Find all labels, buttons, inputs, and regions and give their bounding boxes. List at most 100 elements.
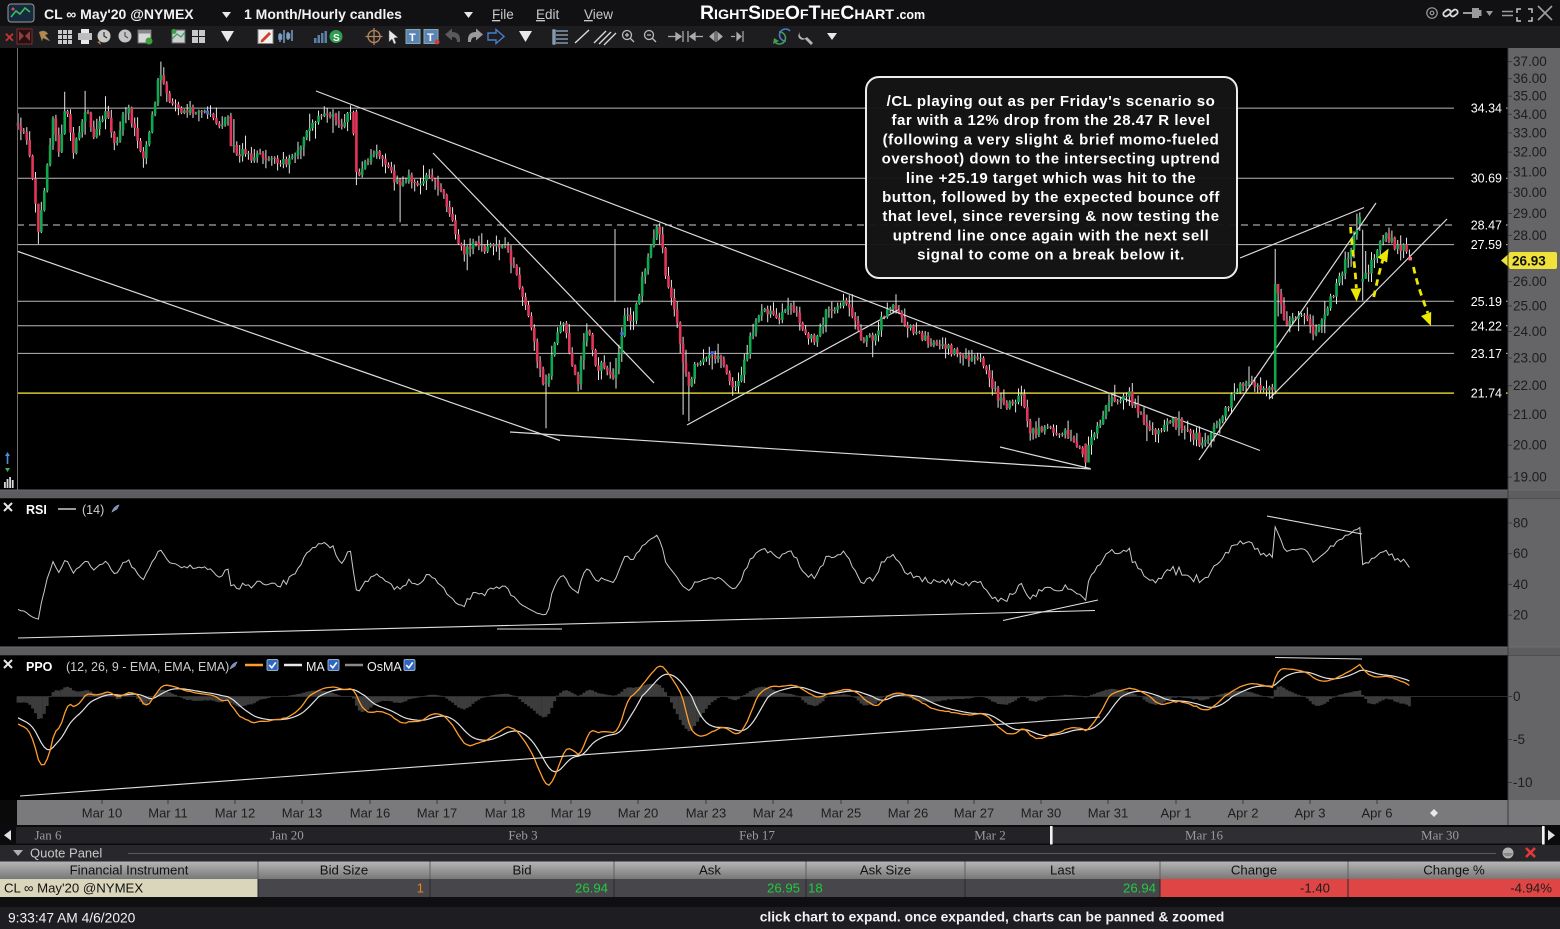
svg-text:Mar 27: Mar 27 [954,806,994,821]
svg-text:Mar 2: Mar 2 [974,828,1005,843]
svg-text:Last: Last [1050,863,1075,878]
svg-text:click chart to expand. once ex: click chart to expand. once expanded, ch… [760,910,1225,925]
svg-text:Apr 3: Apr 3 [1294,806,1325,821]
svg-text:30.69: 30.69 [1471,172,1502,186]
svg-text:uptrend line once again with t: uptrend line once again with the next se… [893,227,1209,244]
svg-text:Bid Size: Bid Size [320,863,368,878]
svg-text:Mar 12: Mar 12 [215,806,255,821]
svg-text:Edit: Edit [536,7,560,22]
svg-text:CL ∞ May'20 @NYMEX: CL ∞ May'20 @NYMEX [4,881,143,896]
svg-text:24.22: 24.22 [1471,319,1502,333]
svg-text:28.00: 28.00 [1513,228,1547,243]
svg-text:21.00: 21.00 [1513,407,1547,422]
svg-text:/CL playing out as per Friday': /CL playing out as per Friday's scenario… [887,93,1216,110]
svg-text:(12, 26, 9 - EMA, EMA, EMA): (12, 26, 9 - EMA, EMA, EMA) [66,660,229,674]
svg-text:T: T [409,32,416,44]
svg-text:80: 80 [1513,516,1528,531]
svg-text:(14): (14) [82,503,104,517]
svg-text:31.00: 31.00 [1513,164,1547,179]
svg-text:RSI: RSI [26,503,47,517]
svg-text:Mar 25: Mar 25 [821,806,861,821]
svg-text:Ask Size: Ask Size [860,863,911,878]
svg-text:Mar 18: Mar 18 [485,806,525,821]
svg-text:26.94: 26.94 [575,881,608,896]
svg-text:Apr 6: Apr 6 [1361,806,1392,821]
svg-text:1 Month/Hourly candles: 1 Month/Hourly candles [244,6,402,22]
svg-text:22.00: 22.00 [1513,378,1547,393]
svg-text:Change %: Change % [1423,863,1485,878]
svg-text:Financial Instrument: Financial Instrument [70,863,189,878]
svg-text:37.00: 37.00 [1513,54,1547,69]
svg-text:26.00: 26.00 [1513,274,1547,289]
svg-text:18: 18 [808,881,823,896]
svg-text:Mar 16: Mar 16 [350,806,390,821]
svg-text:30.00: 30.00 [1513,185,1547,200]
svg-text:PPO: PPO [26,660,53,674]
svg-text:Feb 17: Feb 17 [739,828,775,843]
svg-text:Mar 31: Mar 31 [1088,806,1128,821]
svg-text:File: File [492,7,514,22]
svg-text:24.00: 24.00 [1513,324,1547,339]
svg-text:25.19: 25.19 [1471,295,1502,309]
svg-text:✕: ✕ [4,30,15,45]
svg-text:.com: .com [896,8,925,22]
svg-text:33.00: 33.00 [1513,125,1547,140]
svg-text:-1.40: -1.40 [1300,881,1330,896]
svg-text:1: 1 [417,881,424,896]
svg-text:Mar 11: Mar 11 [148,806,188,821]
svg-text:OsMA: OsMA [367,660,402,674]
svg-text:23.00: 23.00 [1513,351,1547,366]
svg-text:29.00: 29.00 [1513,206,1547,221]
svg-text:21.74: 21.74 [1471,387,1502,401]
svg-text:far with a 12% drop from the 2: far with a 12% drop from the 28.47 R lev… [891,112,1210,129]
svg-text:Mar 13: Mar 13 [282,806,322,821]
svg-text:Ask: Ask [699,863,721,878]
svg-text:Mar 24: Mar 24 [753,806,793,821]
svg-text:26.95: 26.95 [767,881,800,896]
svg-text:27.59: 27.59 [1471,238,1502,252]
svg-text:T: T [427,32,434,44]
svg-text:CL ∞ May'20 @NYMEX: CL ∞ May'20 @NYMEX [44,6,194,22]
svg-text:that level, since reversing &: that level, since reversing & now testin… [882,208,1219,225]
svg-text:-10: -10 [1513,775,1533,790]
svg-text:35.00: 35.00 [1513,89,1547,104]
svg-text:20: 20 [1513,608,1528,623]
svg-text:Bid: Bid [512,863,531,878]
svg-text:28.47: 28.47 [1471,219,1502,233]
svg-text:Feb 3: Feb 3 [508,828,537,843]
svg-text:S: S [333,33,340,44]
svg-text:20.00: 20.00 [1513,438,1547,453]
svg-text:36.00: 36.00 [1513,71,1547,86]
svg-text:34.00: 34.00 [1513,107,1547,122]
svg-text:Mar 10: Mar 10 [82,806,122,821]
svg-text:9:33:47 AM 4/6/2020: 9:33:47 AM 4/6/2020 [8,911,136,926]
svg-text:26.93: 26.93 [1512,254,1546,269]
svg-text:signal to come on a break belo: signal to come on a break below it. [917,247,1185,264]
svg-text:Jan 6: Jan 6 [34,828,62,843]
svg-text:Apr 1: Apr 1 [1160,806,1191,821]
svg-text:button, followed by the expect: button, followed by the expected bounce … [882,189,1220,206]
svg-text:Mar 16: Mar 16 [1185,828,1223,843]
svg-text:Mar 19: Mar 19 [551,806,591,821]
svg-text:Mar 17: Mar 17 [417,806,457,821]
svg-text:Mar 26: Mar 26 [888,806,928,821]
svg-text:34.34: 34.34 [1471,102,1502,116]
svg-text:19.00: 19.00 [1513,470,1547,485]
svg-text:40: 40 [1513,577,1528,592]
svg-text:Jan 20: Jan 20 [270,828,304,843]
svg-text:25.00: 25.00 [1513,299,1547,314]
svg-text:Apr 2: Apr 2 [1227,806,1258,821]
svg-text:Quote Panel: Quote Panel [30,846,102,861]
svg-text:-4.94%: -4.94% [1510,881,1552,896]
svg-text:Change: Change [1231,863,1277,878]
svg-text:View: View [584,7,613,22]
svg-text:overshoot) down to the interse: overshoot) down to the intersecting uptr… [882,151,1221,168]
svg-text:26.94: 26.94 [1123,881,1156,896]
svg-text:-5: -5 [1513,732,1525,747]
svg-text:Mar 20: Mar 20 [618,806,658,821]
svg-text:MA: MA [306,660,325,674]
svg-text:Mar 30: Mar 30 [1421,828,1459,843]
svg-text:(following a very slight & bri: (following a very slight & brief momo-fu… [883,131,1220,148]
svg-text:60: 60 [1513,546,1528,561]
svg-text:Mar 23: Mar 23 [686,806,726,821]
